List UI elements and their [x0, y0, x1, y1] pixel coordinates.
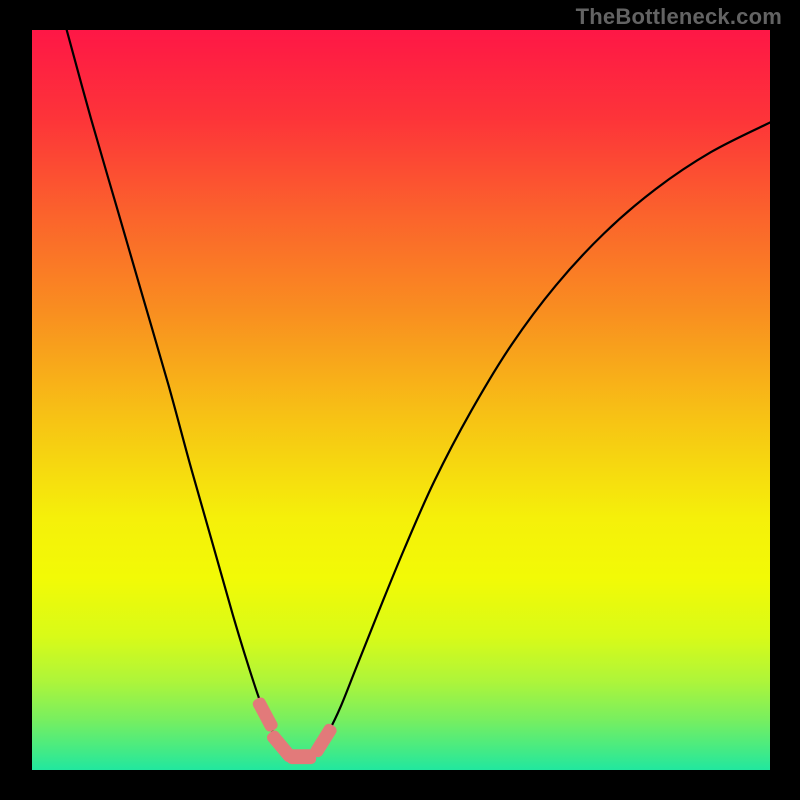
- plot-area: [32, 30, 770, 770]
- watermark-text: TheBottleneck.com: [576, 4, 782, 30]
- plot-svg: [32, 30, 770, 770]
- gradient-background: [32, 30, 770, 770]
- chart-container: TheBottleneck.com: [0, 0, 800, 800]
